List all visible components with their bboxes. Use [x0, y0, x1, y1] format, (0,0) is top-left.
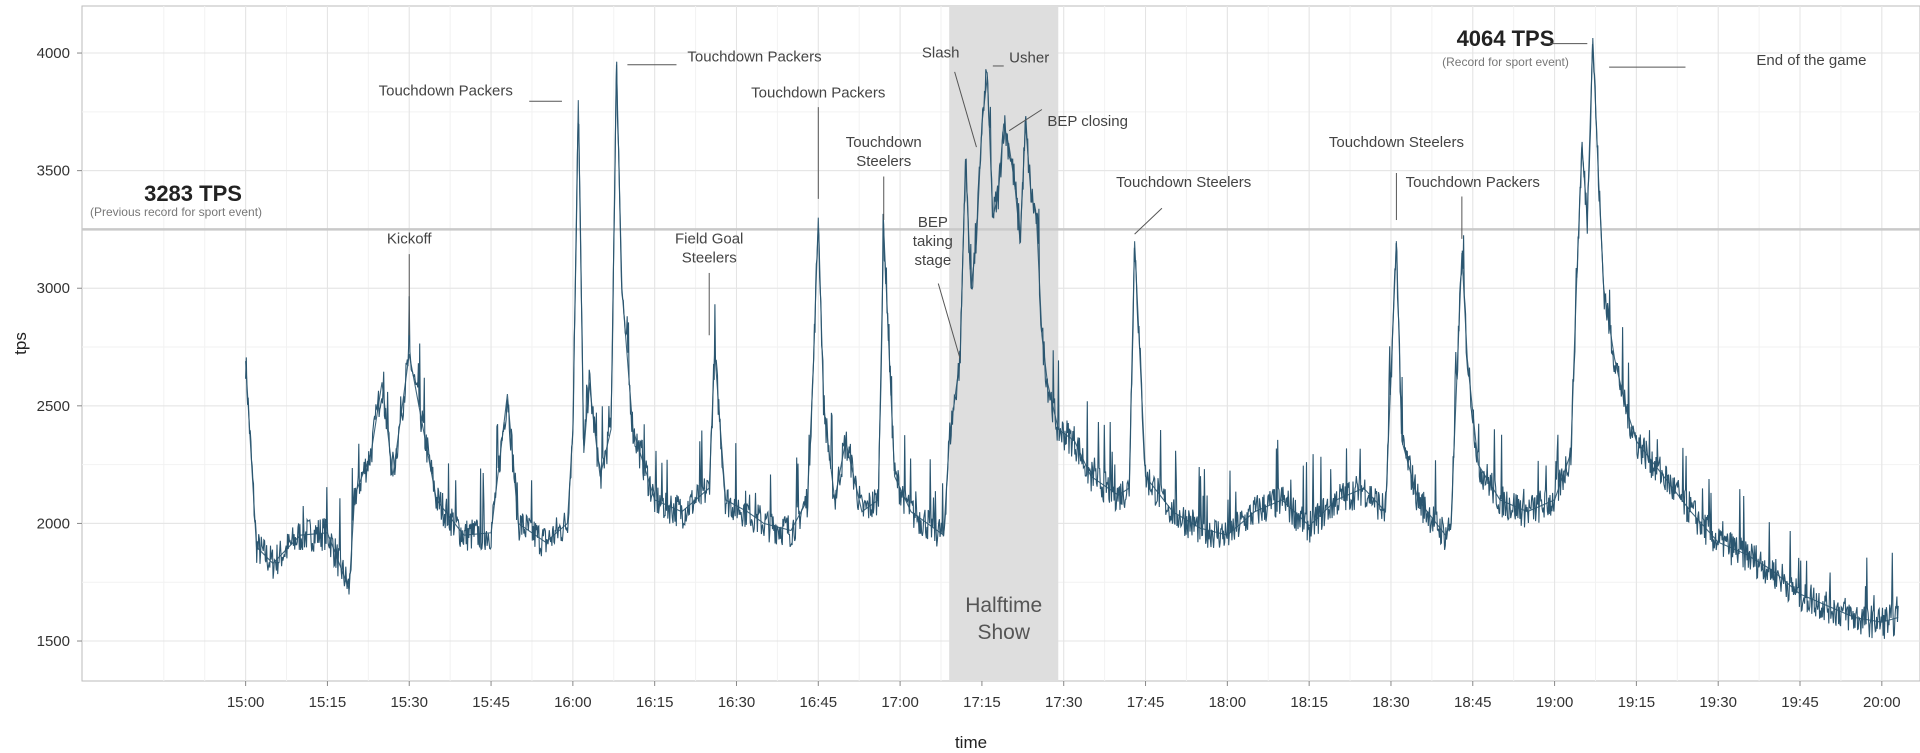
halftime-band-rect: [949, 6, 1059, 681]
y-tick-label: 3500: [37, 163, 70, 180]
x-tick-label: 18:00: [1209, 694, 1247, 711]
x-axis-title: time: [955, 733, 987, 752]
x-tick-label: 15:45: [472, 694, 510, 711]
annotation-label: Usher: [1009, 49, 1049, 66]
y-tick-label: 2500: [37, 398, 70, 415]
x-tick-label: 19:00: [1536, 694, 1574, 711]
x-tick-label: 17:45: [1127, 694, 1165, 711]
halftime-band-label: Show: [977, 621, 1030, 644]
annotation-label: End of the game: [1756, 52, 1866, 69]
x-tick-label: 15:15: [309, 694, 347, 711]
x-tick-label: 16:00: [554, 694, 592, 711]
x-tick-label: 19:45: [1781, 694, 1819, 711]
y-tick-label: 3000: [37, 280, 70, 297]
y-tick-label: 2000: [37, 515, 70, 532]
x-tick-label: 16:30: [718, 694, 756, 711]
previous-record-label: 3283 TPS: [144, 181, 242, 206]
tps-series-peaks: [245, 37, 1899, 623]
annotation-leader: [1134, 207, 1163, 235]
x-tick-label: 15:30: [390, 694, 428, 711]
y-tick-label: 4000: [37, 45, 70, 62]
x-tick-label: 15:00: [227, 694, 265, 711]
annotation-label: Steelers: [856, 153, 911, 170]
annotation-label: Touchdown Packers: [379, 82, 513, 99]
x-tick-label: 19:15: [1618, 694, 1656, 711]
record-label: 4064 TPS: [1457, 26, 1555, 51]
x-tick-label: 18:15: [1290, 694, 1328, 711]
annotation-label: Field Goal: [675, 231, 743, 248]
x-tick-label: 17:15: [963, 694, 1001, 711]
annotation-leader: [954, 71, 977, 148]
halftime-band-label: Halftime: [965, 594, 1042, 617]
annotation-label: BEP closing: [1047, 113, 1128, 130]
y-axis-title: tps: [11, 332, 30, 355]
annotation-label: Touchdown Steelers: [1116, 174, 1251, 191]
halftime-band: Halftime Show: [949, 6, 1059, 681]
x-tick-label: 16:15: [636, 694, 674, 711]
annotation-label: taking: [913, 233, 953, 250]
x-tick-label: 18:45: [1454, 694, 1492, 711]
x-tick-label: 20:00: [1863, 694, 1901, 711]
annotation-label: Touchdown Packers: [687, 48, 821, 65]
annotation-label: stage: [914, 252, 951, 269]
x-tick-label: 17:30: [1045, 694, 1083, 711]
annotation-label: Kickoff: [387, 231, 433, 248]
tps-series-line: [245, 44, 1899, 639]
x-tick-label: 18:30: [1372, 694, 1410, 711]
annotation-label: Touchdown Packers: [751, 85, 885, 102]
annotation-label: Slash: [922, 45, 960, 62]
annotation-label: Steelers: [682, 250, 737, 267]
x-tick-label: 17:00: [881, 694, 919, 711]
annotation-leader: [937, 283, 961, 359]
y-tick-label: 1500: [37, 633, 70, 650]
previous-record-sublabel: (Previous record for sport event): [90, 205, 262, 219]
annotations: Kickoff Touchdown Packers Touchdown Packer…: [90, 26, 1866, 359]
annotation-label: Touchdown Steelers: [1329, 134, 1464, 151]
x-tick-label: 16:45: [800, 694, 838, 711]
axes: 15:00 15:15 15:30 15:45 16:00 16:15 16:30 16:45…: [11, 45, 1901, 752]
x-tick-label: 19:30: [1699, 694, 1737, 711]
annotation-label: BEP: [918, 214, 948, 231]
record-sublabel: (Record for sport event): [1442, 55, 1569, 69]
tps-series: [245, 37, 1899, 639]
annotation-label: Touchdown Packers: [1406, 174, 1540, 191]
annotation-leader: [1008, 109, 1043, 132]
annotation-label: Touchdown: [846, 134, 922, 151]
